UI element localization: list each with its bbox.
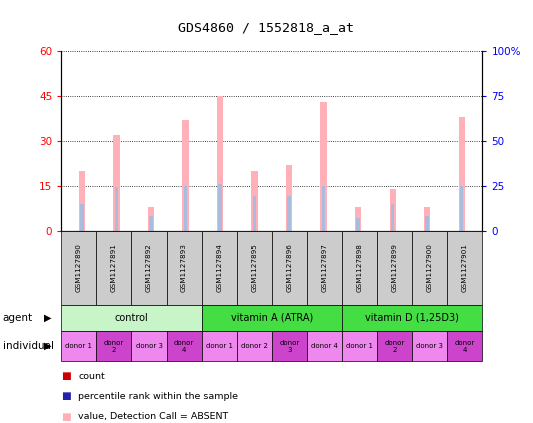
Text: donor
3: donor 3	[279, 340, 300, 352]
Text: count: count	[78, 371, 105, 381]
Text: ▶: ▶	[44, 313, 52, 323]
Text: ■: ■	[61, 371, 71, 381]
Text: ■: ■	[61, 412, 71, 422]
Text: vitamin A (ATRA): vitamin A (ATRA)	[231, 313, 313, 323]
Bar	[390, 189, 395, 231]
Text: value, Detection Call = ABSENT: value, Detection Call = ABSENT	[78, 412, 229, 421]
Text: agent: agent	[3, 313, 33, 323]
Text: control: control	[115, 313, 148, 323]
Bar	[287, 196, 291, 231]
Bar	[253, 196, 256, 231]
Text: individual: individual	[3, 341, 54, 351]
Text: GSM1127894: GSM1127894	[216, 243, 222, 292]
Text: vitamin D (1,25D3): vitamin D (1,25D3)	[365, 313, 459, 323]
Text: donor 3: donor 3	[416, 343, 443, 349]
Text: donor 1: donor 1	[66, 343, 92, 349]
Bar	[357, 218, 360, 231]
Text: donor
2: donor 2	[384, 340, 405, 352]
Text: GSM1127899: GSM1127899	[392, 243, 398, 292]
Text: GSM1127897: GSM1127897	[321, 243, 327, 292]
Text: ■: ■	[61, 391, 71, 401]
Text: GSM1127891: GSM1127891	[111, 243, 117, 292]
Text: GSM1127898: GSM1127898	[357, 243, 362, 292]
Bar	[219, 184, 222, 231]
Text: percentile rank within the sample: percentile rank within the sample	[78, 392, 238, 401]
Bar	[322, 186, 325, 231]
Bar	[424, 206, 430, 231]
Text: GSM1127896: GSM1127896	[286, 243, 293, 292]
Bar	[425, 216, 429, 231]
Text: donor 2: donor 2	[241, 343, 268, 349]
Text: donor 1: donor 1	[346, 343, 373, 349]
Text: donor 4: donor 4	[311, 343, 338, 349]
Text: donor
2: donor 2	[104, 340, 124, 352]
Bar	[460, 186, 463, 231]
Bar	[149, 216, 153, 231]
Text: GSM1127893: GSM1127893	[181, 243, 187, 292]
Bar	[458, 117, 465, 231]
Text: GSM1127892: GSM1127892	[146, 243, 152, 292]
Bar	[252, 170, 257, 231]
Text: donor
4: donor 4	[174, 340, 194, 352]
Text: donor 1: donor 1	[206, 343, 233, 349]
Text: donor
4: donor 4	[455, 340, 475, 352]
Bar	[80, 203, 84, 231]
Bar	[79, 170, 85, 231]
Text: GSM1127890: GSM1127890	[76, 243, 82, 292]
Bar	[148, 206, 154, 231]
Bar	[114, 135, 119, 231]
Bar	[184, 186, 187, 231]
Text: donor 3: donor 3	[135, 343, 163, 349]
Bar	[217, 96, 223, 231]
Bar	[355, 206, 361, 231]
Text: GDS4860 / 1552818_a_at: GDS4860 / 1552818_a_at	[179, 21, 354, 34]
Text: GSM1127901: GSM1127901	[462, 243, 468, 292]
Text: ▶: ▶	[44, 341, 52, 351]
Bar	[286, 165, 292, 231]
Bar	[391, 203, 394, 231]
Bar	[182, 120, 189, 231]
Bar	[320, 102, 327, 231]
Text: GSM1127895: GSM1127895	[251, 243, 257, 292]
Bar	[115, 187, 118, 231]
Text: GSM1127900: GSM1127900	[427, 243, 433, 292]
